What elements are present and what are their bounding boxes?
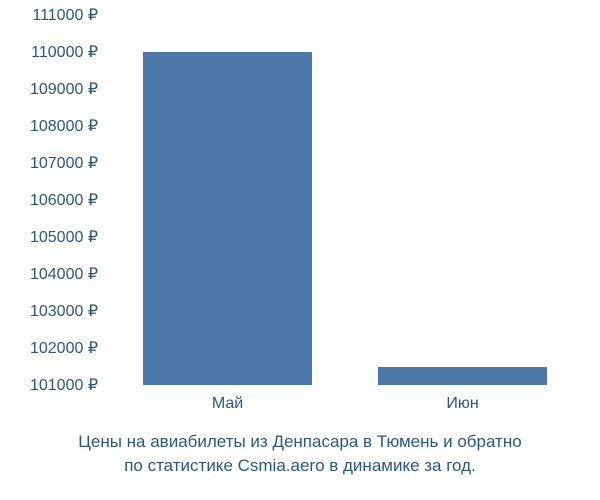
caption-line: Цены на авиабилеты из Денпасара в Тюмень…	[0, 430, 600, 454]
y-axis: 101000 ₽102000 ₽103000 ₽104000 ₽105000 ₽…	[0, 15, 98, 385]
plot-area	[110, 15, 580, 385]
bar	[143, 52, 312, 385]
x-tick-label: Май	[212, 395, 243, 413]
y-tick-label: 101000 ₽	[30, 375, 98, 395]
caption-line: по статистике Csmia.aero в динамике за г…	[0, 454, 600, 478]
chart-caption: Цены на авиабилеты из Денпасара в Тюмень…	[0, 430, 600, 478]
y-tick-label: 103000 ₽	[30, 301, 98, 321]
x-axis: Май Июн	[110, 395, 580, 425]
y-tick-label: 108000 ₽	[30, 116, 98, 136]
y-tick-label: 102000 ₽	[30, 338, 98, 358]
y-tick-label: 111000 ₽	[32, 5, 98, 25]
y-tick-label: 110000 ₽	[31, 42, 98, 62]
y-tick-label: 105000 ₽	[30, 227, 98, 247]
bar	[378, 367, 547, 386]
y-tick-label: 106000 ₽	[30, 190, 98, 210]
y-tick-label: 107000 ₽	[30, 153, 98, 173]
price-chart: 101000 ₽ 102000 ₽ 103000 ₽ 104000 ₽ 105000 ₽…	[0, 0, 600, 500]
y-tick-label: 104000 ₽	[30, 264, 98, 284]
y-tick-label: 109000 ₽	[30, 79, 98, 99]
x-tick-label: Июн	[446, 395, 478, 413]
